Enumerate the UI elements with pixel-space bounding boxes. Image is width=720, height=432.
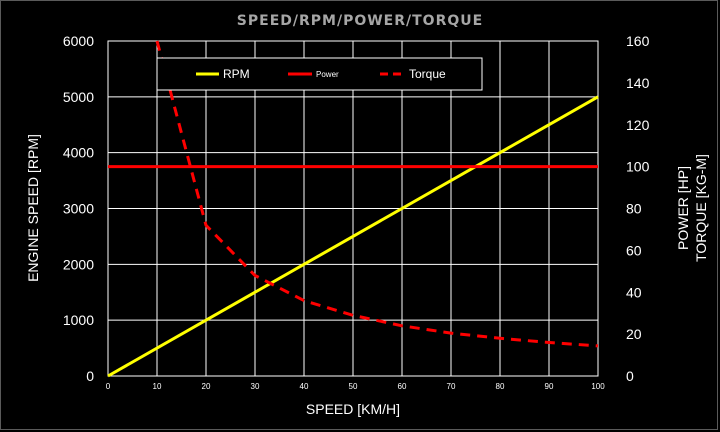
left-tick-label: 1000 bbox=[63, 312, 94, 328]
left-tick-label: 5000 bbox=[63, 89, 94, 105]
left-axis-title: ENGINE SPEED [RPM] bbox=[25, 134, 41, 282]
right-tick-label: 120 bbox=[626, 117, 650, 133]
right-tick-label: 20 bbox=[626, 326, 642, 342]
left-tick-label: 4000 bbox=[63, 145, 94, 161]
x-tick-label: 0 bbox=[106, 382, 111, 391]
right-axis-title-torque: TORQUE [KG-M] bbox=[693, 154, 709, 262]
x-tick-label: 30 bbox=[251, 382, 260, 391]
right-tick-label: 140 bbox=[626, 75, 650, 91]
right-tick-label: 40 bbox=[626, 284, 642, 300]
right-axis-title-power: POWER [HP] bbox=[675, 166, 691, 250]
x-tick-label: 60 bbox=[398, 382, 407, 391]
right-tick-label: 100 bbox=[626, 159, 650, 175]
x-tick-label: 50 bbox=[349, 382, 358, 391]
series bbox=[107, 40, 599, 378]
series-line-torque bbox=[155, 40, 599, 348]
right-tick-label: 160 bbox=[626, 33, 650, 49]
right-tick-label: 80 bbox=[626, 201, 642, 217]
x-tick-label: 70 bbox=[447, 382, 456, 391]
left-tick-label: 3000 bbox=[63, 201, 94, 217]
series-line-rpm bbox=[107, 95, 599, 378]
x-tick-label: 10 bbox=[153, 382, 162, 391]
x-tick-label: 20 bbox=[202, 382, 211, 391]
x-tick-label: 100 bbox=[591, 382, 605, 391]
x-tick-label: 40 bbox=[300, 382, 309, 391]
chart-title: SPEED/RPM/POWER/TORQUE bbox=[237, 13, 483, 29]
legend-label-power: Power bbox=[316, 70, 339, 79]
left-tick-label: 0 bbox=[86, 368, 94, 384]
right-tick-label: 0 bbox=[626, 368, 634, 384]
left-tick-label: 6000 bbox=[63, 33, 94, 49]
left-tick-label: 2000 bbox=[63, 256, 94, 272]
x-axis-title: SPEED [KM/H] bbox=[306, 401, 400, 417]
tick-labels: 0 10 20 30 40 50 60 70 80 90 100010002000300040005… bbox=[63, 33, 650, 391]
legend-label-torque: Torque bbox=[409, 67, 446, 81]
legend: RPM Power Torque bbox=[156, 57, 483, 91]
x-tick-label: 80 bbox=[496, 382, 505, 391]
right-tick-label: 60 bbox=[626, 242, 642, 258]
x-tick-label: 90 bbox=[545, 382, 554, 391]
legend-label-rpm: RPM bbox=[223, 67, 250, 81]
